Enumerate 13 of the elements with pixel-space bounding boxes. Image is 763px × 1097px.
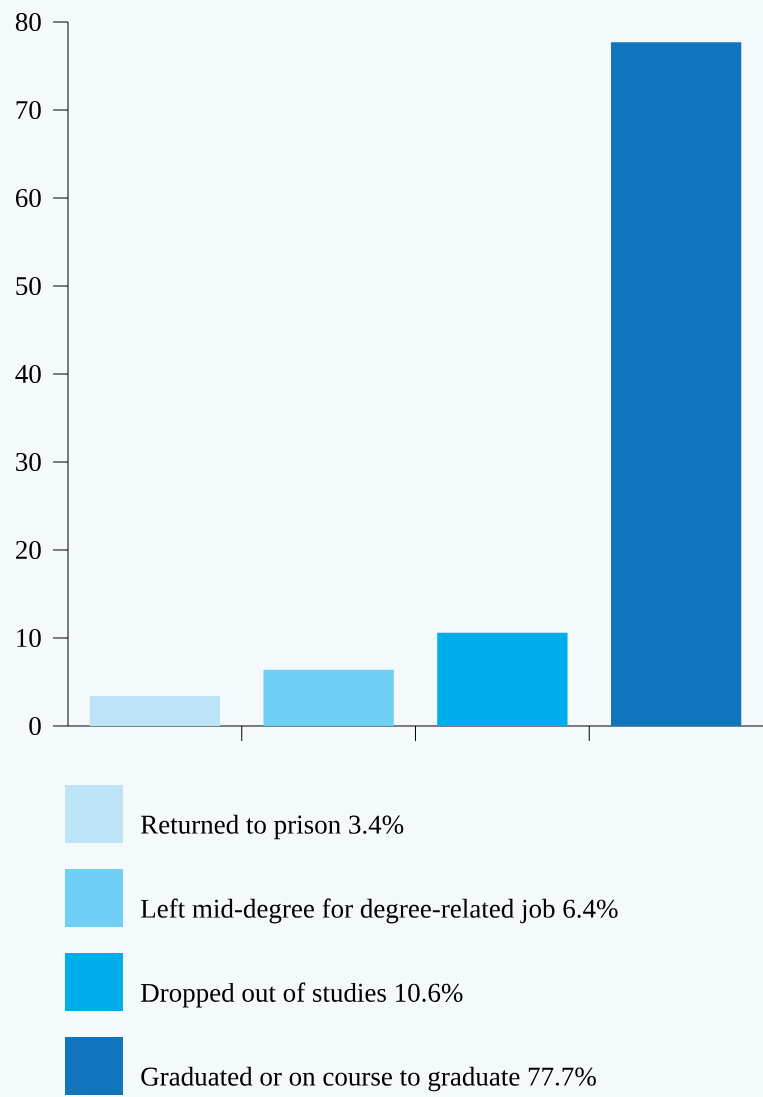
y-tick-label: 50: [16, 276, 41, 296]
y-tick-label: 70: [16, 100, 41, 120]
y-tick-label: 10: [16, 628, 41, 648]
legend-label: Left mid-degree for degree-related job 6.4%: [140, 898, 618, 924]
y-tick-label: 20: [15, 540, 41, 560]
legend-label: Graduated or on course to graduate 77.7%: [141, 1066, 596, 1092]
y-tick-label: 40: [15, 364, 41, 384]
y-tick-label: 60: [15, 188, 41, 208]
legend-label: Dropped out of studies 10.6%: [140, 982, 463, 1008]
y-tick-label: 0: [29, 716, 41, 736]
y-tick-label: 30: [15, 452, 41, 472]
y-tick-label: 80: [15, 12, 41, 32]
legend-label: Returned to prison 3.4%: [140, 814, 404, 840]
